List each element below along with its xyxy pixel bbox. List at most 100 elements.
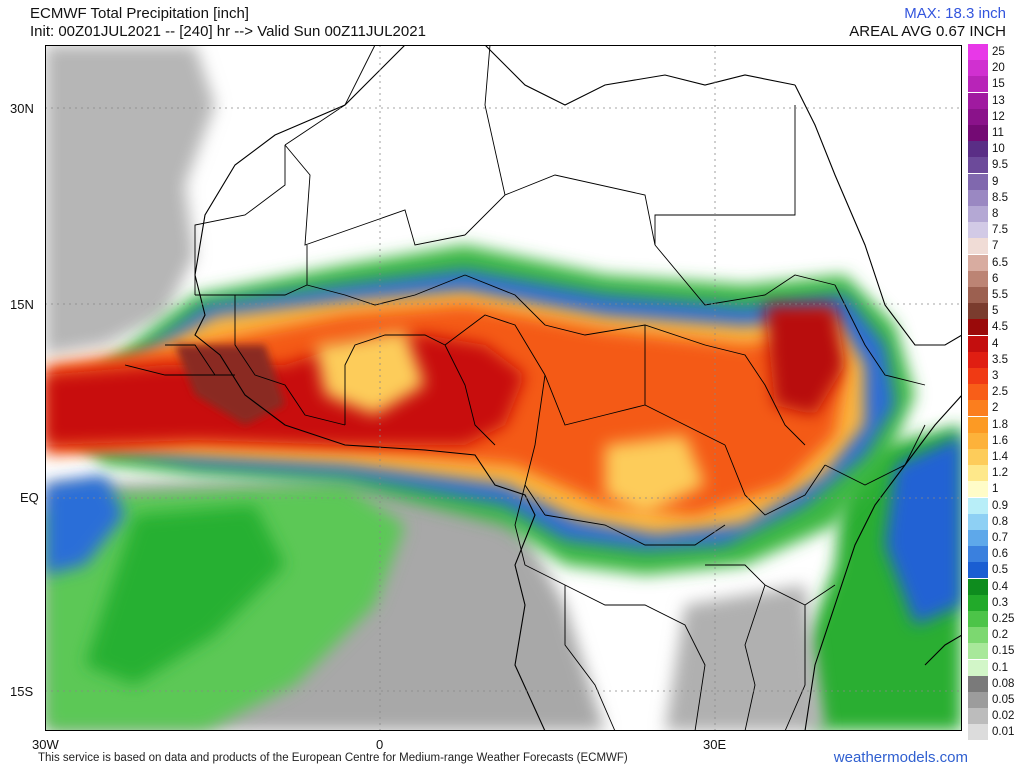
legend-swatch [968, 351, 988, 368]
legend-row: 0.9 [968, 497, 1024, 514]
legend-swatch [968, 643, 988, 660]
legend-label: 0.9 [992, 499, 1008, 512]
legend-row: 4.5 [968, 319, 1024, 336]
legend-swatch [968, 530, 988, 546]
legend-row: 0.08 [968, 675, 1024, 692]
legend-row: 12 [968, 108, 1024, 125]
lon-label-30w: 30W [32, 737, 59, 752]
legend-row: 2 [968, 400, 1024, 417]
legend-row: 0.2 [968, 627, 1024, 644]
legend-label: 8 [992, 208, 999, 220]
legend-label: 4.5 [992, 321, 1008, 334]
legend-row: 2.5 [968, 384, 1024, 401]
legend-swatch [968, 254, 988, 271]
legend-swatch [968, 465, 988, 482]
legend-row: 0.4 [968, 578, 1024, 595]
rain-area-yellow-congo [605, 435, 705, 515]
legend-row: 3 [968, 368, 1024, 384]
legend-swatch [968, 60, 988, 77]
legend-label: 0.02 [992, 710, 1015, 723]
rain-area-grey-east-africa [665, 585, 825, 731]
lon-label-30e: 30E [703, 737, 727, 752]
legend-swatch [968, 416, 988, 433]
legend-label: 6 [992, 272, 999, 285]
brand-link[interactable]: weathermodels.com [833, 749, 968, 766]
legend-row: 7 [968, 238, 1024, 255]
legend-swatch [968, 497, 988, 514]
legend-swatch [968, 287, 988, 303]
legend-row: 0.5 [968, 562, 1024, 579]
lat-label-15s: 15S [10, 684, 34, 699]
precipitation-map[interactable] [45, 45, 962, 731]
legend-label: 0.2 [992, 629, 1008, 642]
legend-swatch [968, 546, 988, 563]
lon-label-0: 0 [376, 737, 384, 752]
legend-swatch [968, 562, 988, 579]
legend-row: 0.3 [968, 594, 1024, 611]
graticule [45, 45, 962, 731]
precipitation-legend: 25 20 15 13 12 11 10 9.5 9 8.5 8 7.5 7 6.5 6 5.5 5 4.5 4 3.… [968, 44, 1024, 741]
legend-row: 15 [968, 76, 1024, 93]
areal-average-label: AREAL AVG 0.67 INCH [849, 23, 1006, 40]
legend-row: 7.5 [968, 222, 1024, 239]
map-canvas [45, 45, 962, 731]
legend-label: 12 [992, 110, 1005, 123]
legend-row: 8 [968, 206, 1024, 222]
legend-swatch [968, 675, 988, 692]
legend-label: 3.5 [992, 353, 1008, 366]
legend-label: 13 [992, 94, 1005, 107]
lat-label-eq: EQ [20, 490, 39, 505]
rain-area-blue-equator-west [45, 475, 125, 575]
legend-label: 1 [992, 483, 999, 496]
legend-swatch [968, 611, 988, 627]
legend-swatch [968, 659, 988, 676]
legend-swatch [968, 400, 988, 417]
legend-swatch [968, 708, 988, 725]
map-frame [45, 45, 962, 731]
legend-label: 0.15 [992, 645, 1015, 658]
legend-label: 6.5 [992, 256, 1008, 269]
legend-row: 1.6 [968, 432, 1024, 449]
legend-label: 0.25 [992, 613, 1015, 625]
legend-swatch [968, 76, 988, 93]
legend-swatch [968, 724, 988, 741]
legend-row: 11 [968, 125, 1024, 141]
legend-label: 1.2 [992, 467, 1008, 480]
legend-row: 10 [968, 141, 1024, 158]
legend-label: 3 [992, 370, 999, 382]
legend-label: 9 [992, 175, 999, 188]
legend-swatch [968, 173, 988, 190]
legend-swatch [968, 206, 988, 222]
legend-row: 6 [968, 270, 1024, 287]
legend-label: 1.4 [992, 451, 1008, 463]
legend-swatch [968, 335, 988, 352]
legend-swatch [968, 449, 988, 465]
rain-area-blue-indian-ocean [885, 435, 962, 625]
legend-row: 20 [968, 60, 1024, 77]
lat-label-15n: 15N [10, 297, 34, 312]
legend-swatch [968, 92, 988, 109]
legend-row: 1 [968, 481, 1024, 498]
legend-label: 7 [992, 240, 999, 253]
legend-swatch [968, 108, 988, 125]
legend-label: 0.3 [992, 596, 1008, 609]
legend-row: 0.25 [968, 611, 1024, 627]
legend-label: 4 [992, 337, 999, 350]
legend-row: 9 [968, 173, 1024, 190]
legend-row: 0.7 [968, 530, 1024, 546]
legend-swatch [968, 578, 988, 595]
legend-row: 1.4 [968, 449, 1024, 465]
legend-label: 5 [992, 305, 999, 318]
legend-swatch [968, 44, 988, 60]
legend-swatch [968, 270, 988, 287]
legend-swatch [968, 513, 988, 530]
legend-swatch [968, 157, 988, 174]
legend-swatch [968, 432, 988, 449]
legend-row: 3.5 [968, 351, 1024, 368]
legend-label: 0.5 [992, 564, 1008, 577]
legend-label: 25 [992, 46, 1005, 58]
legend-label: 11 [992, 127, 1004, 139]
legend-label: 2.5 [992, 386, 1008, 399]
legend-row: 5 [968, 303, 1024, 320]
legend-label: 20 [992, 62, 1005, 75]
